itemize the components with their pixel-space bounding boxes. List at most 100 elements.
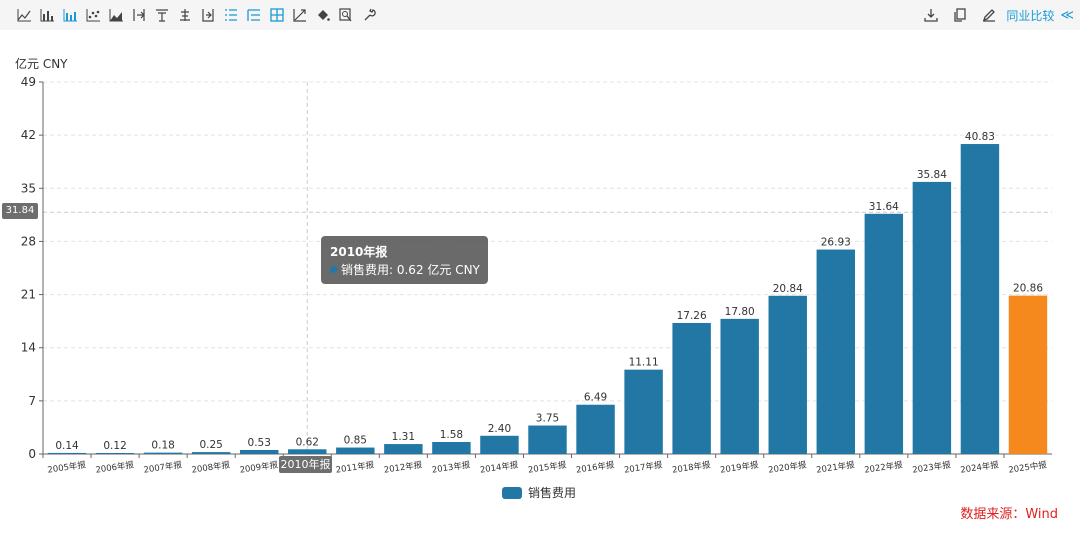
y-tick-label: 14 (21, 341, 36, 355)
y-tick-label: 42 (21, 128, 36, 142)
bar-value-label: 3.75 (536, 413, 559, 425)
bar (960, 144, 1000, 454)
y-tick-label: 28 (21, 234, 36, 248)
x-tick-label: 2019年报 (719, 459, 759, 475)
bar (384, 444, 423, 454)
scatter-icon[interactable] (81, 6, 104, 24)
x-tick-label: 2012年报 (383, 459, 423, 475)
bar (288, 449, 327, 454)
bar-value-label: 31.64 (869, 201, 899, 213)
x-tick-label: 2024年报 (960, 459, 1000, 475)
x-tick-label: 2025中报 (1008, 459, 1048, 475)
toolbar-right: 同业比较 ≪ (919, 6, 1074, 24)
bar (528, 425, 567, 454)
bar-value-label: 35.84 (917, 169, 947, 181)
wrench-icon[interactable] (357, 6, 380, 24)
bar (480, 435, 519, 454)
tooltip-series-dot (330, 266, 337, 273)
bar (624, 369, 663, 454)
y-tick-label: 0 (28, 447, 36, 461)
list-icon[interactable] (219, 6, 242, 24)
bar-value-label: 26.93 (821, 237, 851, 249)
bar-value-label: 2.40 (488, 423, 511, 435)
bar-value-label: 0.62 (296, 436, 319, 448)
stacked-bar-icon[interactable] (58, 6, 81, 24)
x-tick-label: 2020年报 (767, 459, 807, 475)
bar-value-label: 0.53 (248, 437, 271, 449)
x-tick-label: 2007年报 (143, 459, 183, 475)
x-tick-label: 2022年报 (864, 459, 904, 475)
bar (768, 295, 807, 454)
crosshair-y-label: 31.84 (2, 203, 38, 219)
crosshair-x-label: 2010年报 (279, 456, 332, 473)
peer-compare-link[interactable]: 同业比较 (1006, 8, 1055, 23)
chart-type-toolbar (12, 6, 380, 24)
x-tick-label: 2023年报 (912, 459, 952, 475)
bar-chart-icon[interactable] (35, 6, 58, 24)
x-tick-label: 2009年报 (239, 459, 279, 475)
bar-value-label: 40.83 (965, 131, 995, 143)
bar-value-label: 0.85 (344, 435, 367, 447)
bar (720, 318, 759, 454)
bar-value-label: 20.86 (1013, 283, 1043, 295)
line-chart-icon[interactable] (12, 6, 35, 24)
trend-icon[interactable] (288, 6, 311, 24)
bar (143, 452, 183, 454)
bar-value-label: 1.58 (440, 429, 463, 441)
area-chart-icon[interactable] (104, 6, 127, 24)
bar-center-icon[interactable] (173, 6, 196, 24)
bar (672, 322, 711, 454)
y-tick-label: 21 (21, 288, 36, 302)
x-tick-label: 2018年报 (671, 459, 711, 475)
legend-swatch (502, 486, 522, 499)
x-tick-label: 2016年报 (575, 459, 615, 475)
bar (336, 447, 375, 454)
x-tick-label: 2021年报 (816, 459, 856, 475)
bar-value-label: 17.80 (725, 306, 755, 318)
x-tick-label: 2014年报 (479, 459, 519, 475)
grid-icon[interactable] (265, 6, 288, 24)
tooltip-line: 销售费用: 0.62 亿元 CNY (330, 261, 480, 278)
x-tick-label: 2006年报 (95, 459, 135, 475)
zoom-icon[interactable] (334, 6, 357, 24)
bar-top-icon[interactable] (150, 6, 173, 24)
edit-icon[interactable] (977, 6, 1000, 24)
y-axis-unit: 亿元 CNY (15, 57, 68, 71)
copy-icon[interactable] (948, 6, 971, 24)
bar-value-label: 20.84 (773, 283, 803, 295)
bar-left-icon[interactable] (127, 6, 150, 24)
legend[interactable]: 销售费用 (502, 484, 576, 501)
bar-value-label: 6.49 (584, 392, 607, 404)
bar (576, 404, 615, 454)
bar-value-label: 0.14 (55, 440, 79, 452)
x-tick-label: 2015年报 (527, 459, 567, 475)
bar (816, 249, 856, 454)
bar-right-icon[interactable] (196, 6, 219, 24)
bar (864, 213, 904, 454)
bar-value-label: 1.31 (392, 431, 415, 443)
bar (191, 452, 231, 454)
download-icon[interactable] (919, 6, 942, 24)
collapse-icon[interactable]: ≪ (1060, 7, 1074, 23)
chart-toolbar: 同业比较 ≪ (0, 0, 1080, 30)
x-tick-label: 2013年报 (431, 459, 471, 475)
bar (1008, 295, 1048, 454)
x-tick-label: 2008年报 (191, 459, 231, 475)
bar-value-label: 0.12 (103, 440, 126, 452)
x-tick-label: 2017年报 (623, 459, 663, 475)
bar-value-label: 0.25 (199, 439, 222, 451)
data-source: 数据来源：Wind (960, 507, 1058, 522)
y-tick-label: 35 (21, 181, 36, 195)
y-tick-label: 49 (21, 75, 36, 89)
x-tick-label: 2005年报 (47, 459, 87, 475)
bar (432, 442, 471, 454)
y-tick-label: 7 (28, 394, 36, 408)
x-tick-label: 2011年报 (335, 459, 375, 475)
list-indent-icon[interactable] (242, 6, 265, 24)
bar (912, 181, 952, 454)
fill-bucket-icon[interactable] (311, 6, 334, 24)
bar-value-label: 11.11 (629, 357, 659, 369)
bar (239, 449, 279, 454)
tooltip-series-label: 销售费用: 0.62 亿元 CNY (341, 263, 480, 277)
